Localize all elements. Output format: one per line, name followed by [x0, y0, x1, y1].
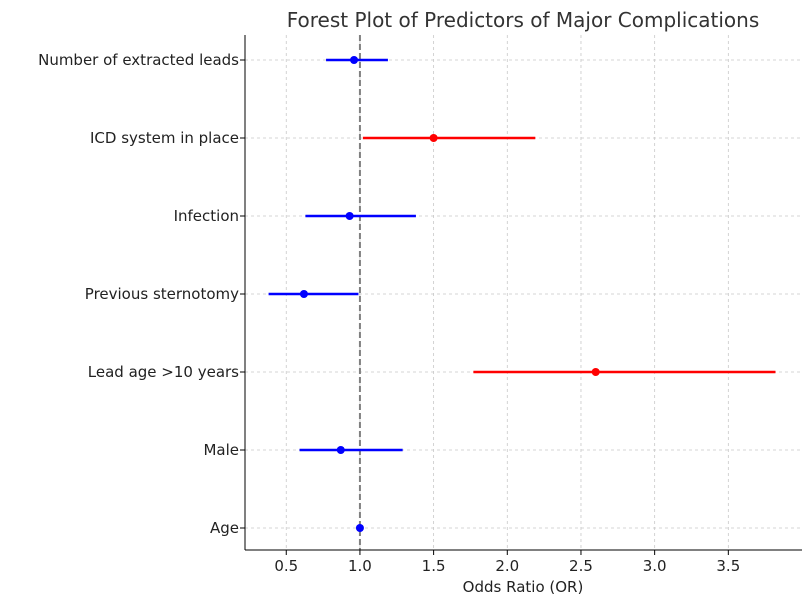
y-tick-label: Male — [203, 441, 239, 459]
odds-ratio-point — [591, 368, 600, 376]
x-tick-label: 2.0 — [495, 557, 519, 575]
y-tick-label: Number of extracted leads — [38, 51, 239, 69]
odds-ratio-point — [355, 524, 364, 532]
axes — [240, 35, 802, 555]
x-tick-label: 3.0 — [643, 557, 667, 575]
odds-ratio-point — [429, 134, 438, 142]
odds-ratio-point — [336, 446, 345, 454]
y-tick-label: Infection — [174, 207, 239, 225]
odds-ratio-point — [299, 290, 308, 298]
point-estimates — [299, 56, 600, 532]
grid — [245, 35, 802, 550]
x-axis-label: Odds Ratio (OR) — [463, 578, 584, 596]
x-tick-labels: 0.5 1.0 1.5 2.0 2.5 3.0 3.5 — [274, 557, 740, 575]
y-tick-label: Age — [210, 519, 239, 537]
y-tick-label: Previous sternotomy — [85, 285, 239, 303]
x-tick-label: 1.5 — [422, 557, 446, 575]
odds-ratio-point — [345, 212, 354, 220]
x-tick-label: 3.5 — [716, 557, 740, 575]
odds-ratio-point — [350, 56, 359, 64]
x-tick-label: 2.5 — [569, 557, 593, 575]
y-tick-labels: Number of extracted leads ICD system in p… — [38, 51, 239, 537]
x-tick-label: 1.0 — [348, 557, 372, 575]
chart-title: Forest Plot of Predictors of Major Compl… — [287, 8, 760, 32]
y-tick-label: Lead age >10 years — [88, 363, 239, 381]
y-tick-label: ICD system in place — [90, 129, 239, 147]
x-tick-label: 0.5 — [274, 557, 298, 575]
